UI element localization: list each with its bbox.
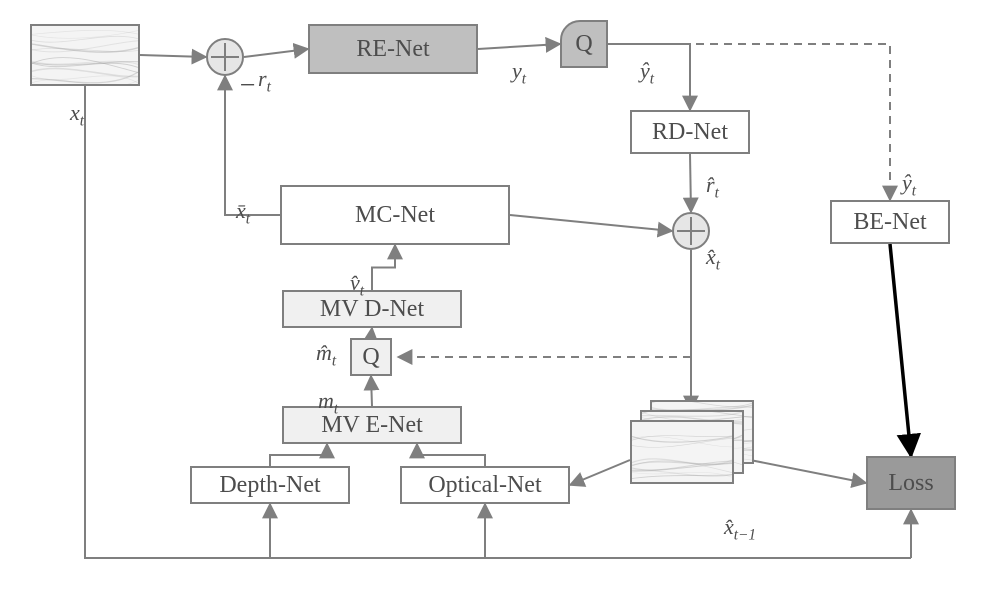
optic_net: Optical-Net <box>400 466 570 504</box>
rd_net: RD-Net <box>630 110 750 154</box>
label-minus: − <box>238 70 257 102</box>
img_in <box>30 24 140 86</box>
label-y_t: yt <box>512 58 526 88</box>
label-m_t: mt <box>318 388 338 418</box>
label-mh_t: m̂t <box>316 340 336 370</box>
imgs_out <box>630 420 750 500</box>
label-xh_t: x̂t <box>706 244 720 274</box>
mvd_net: MV D-Net <box>282 290 462 328</box>
q2: Q <box>350 338 392 376</box>
depth_net: Depth-Net <box>190 466 350 504</box>
loss: Loss <box>866 456 956 510</box>
label-rh_t: r̂t <box>706 172 719 202</box>
mve_net: MV E-Net <box>282 406 462 444</box>
label-vh_t: v̂t <box>350 270 364 300</box>
be_net: BE-Net <box>830 200 950 244</box>
label-yh_t2: ŷt <box>902 170 916 200</box>
label-yh_t: ŷt <box>640 58 654 88</box>
re_net: RE-Net <box>308 24 478 74</box>
diagram-stage: RE-Net Q RD-Net BE-Net MC-Net MV D-Net Q MV E-… <box>0 0 1000 590</box>
mc_net: MC-Net <box>280 185 510 245</box>
label-x_t: xt <box>70 100 84 130</box>
sum2 <box>672 212 710 250</box>
q1: Q <box>560 20 608 68</box>
label-xb_t: x̄t <box>236 198 250 228</box>
label-xh_tm1: x̂t−1 <box>724 514 756 544</box>
label-r_t: rt <box>258 66 271 96</box>
